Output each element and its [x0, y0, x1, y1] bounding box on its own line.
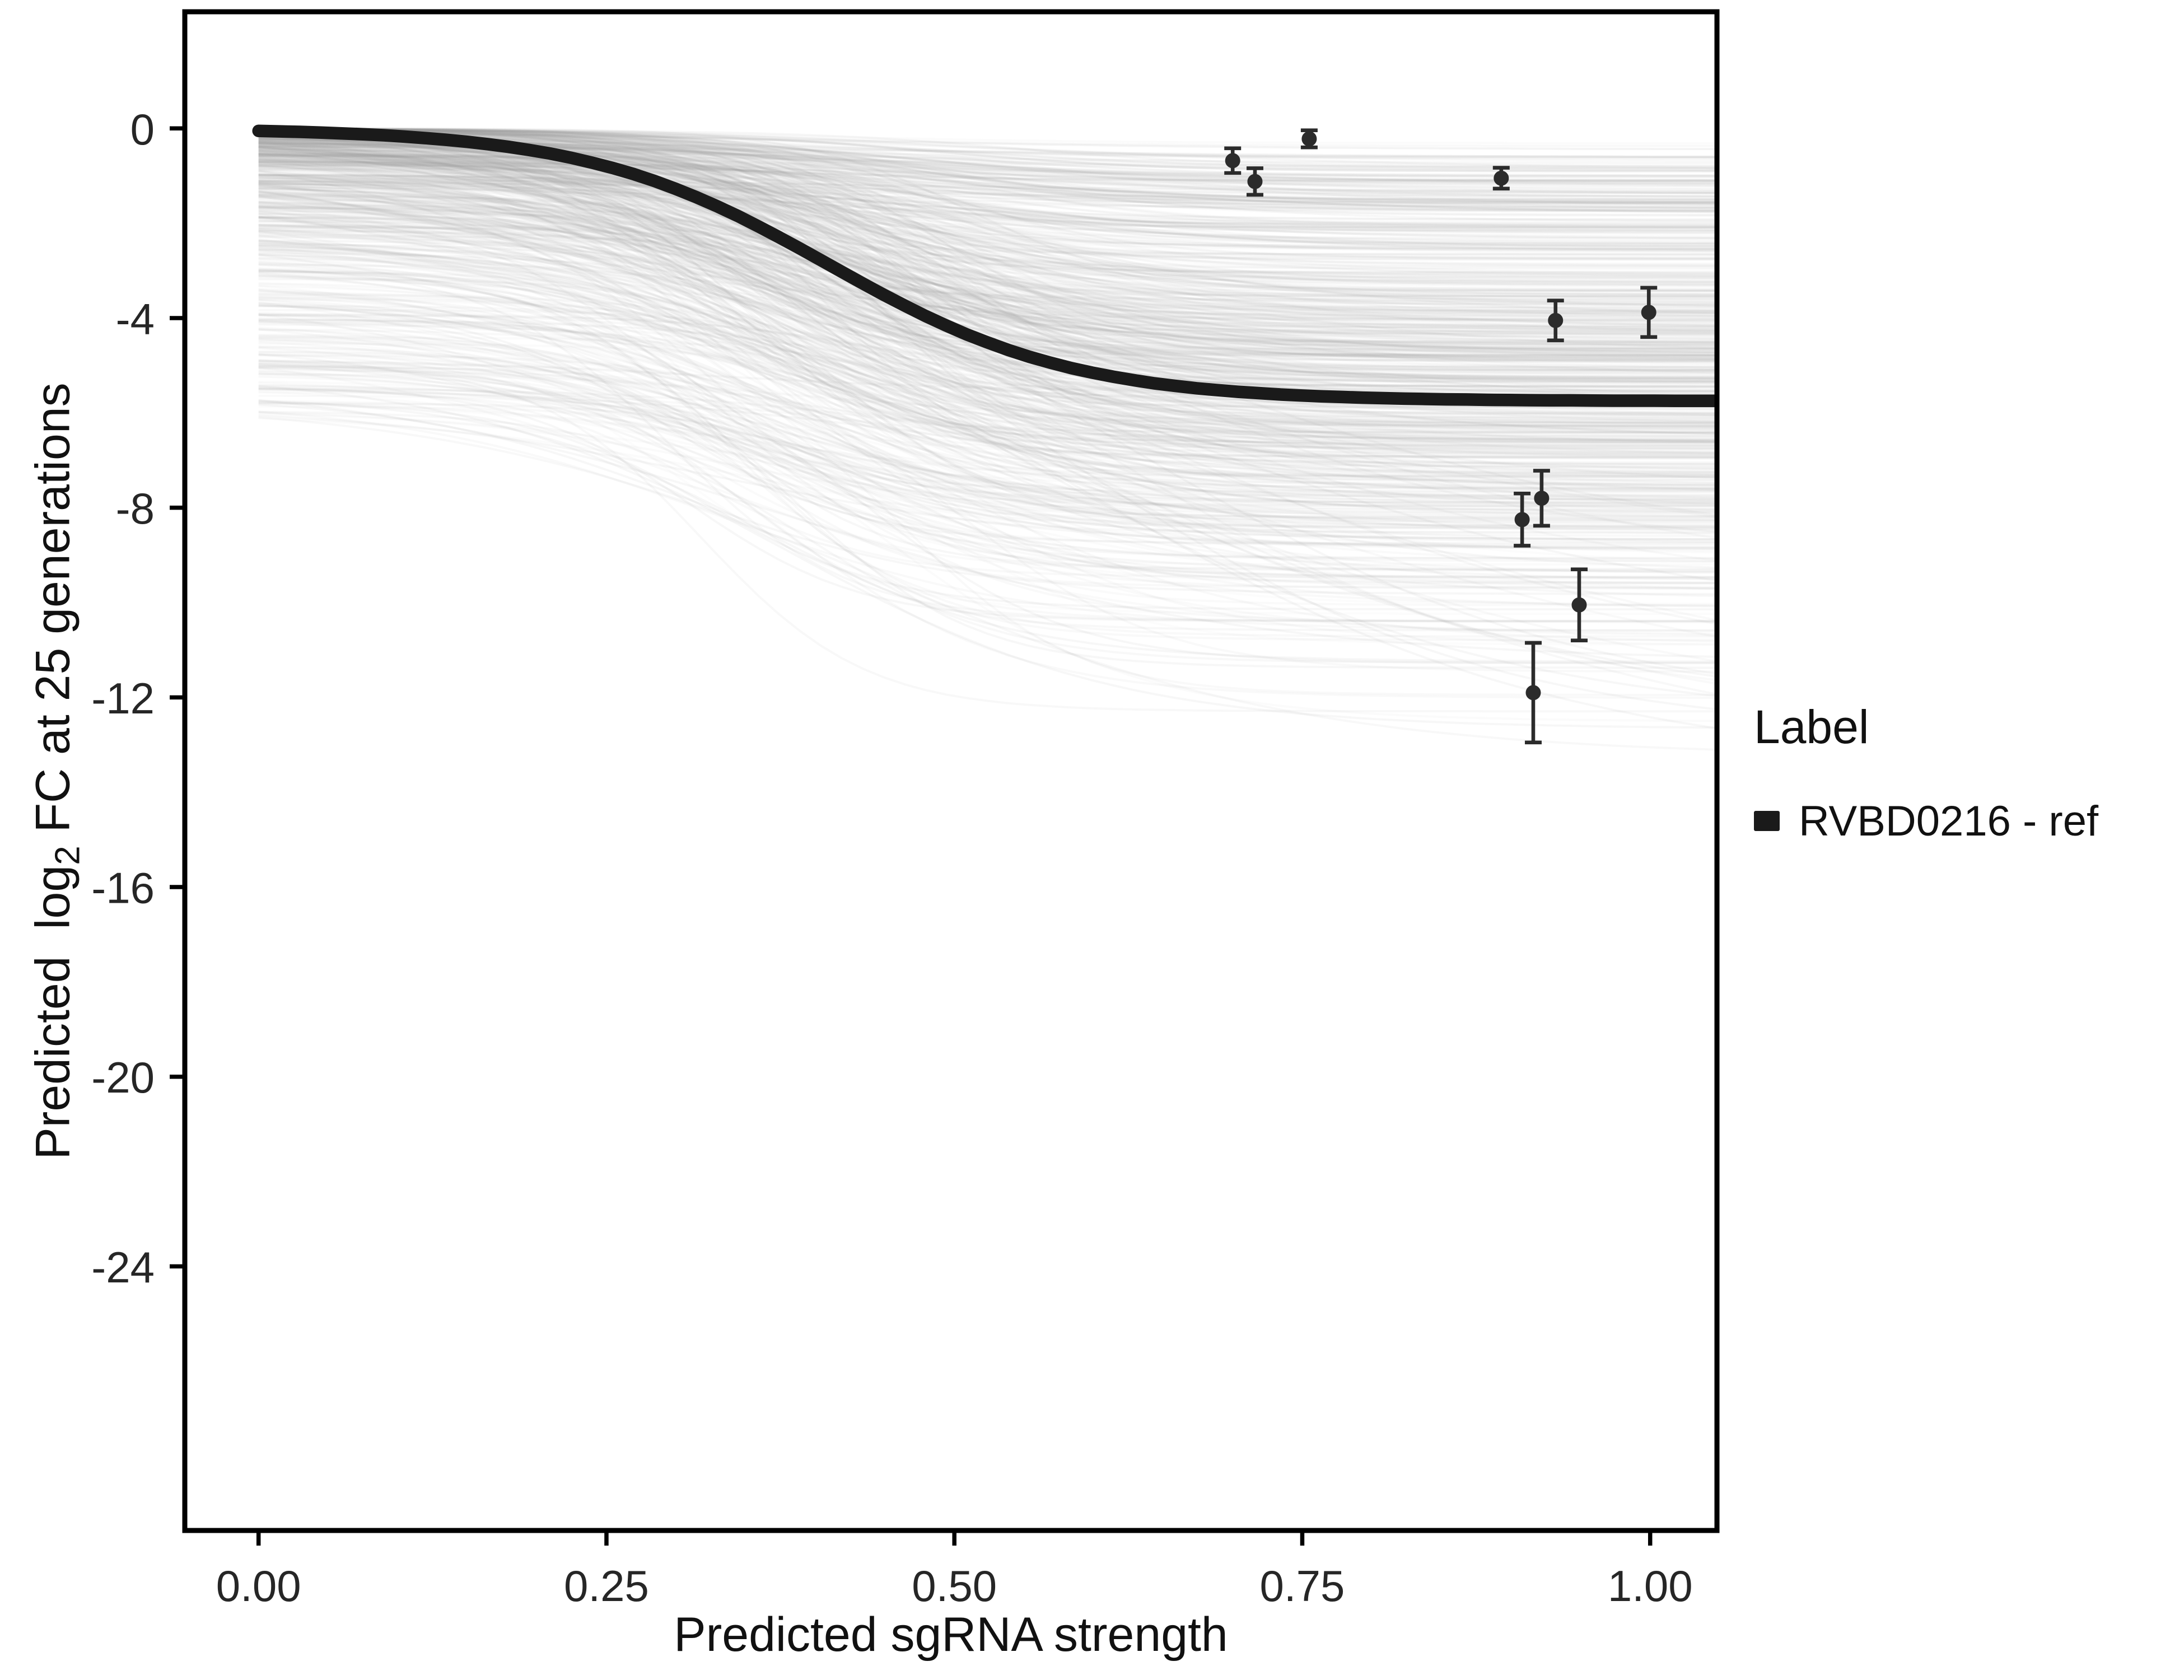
legend-key-swatch — [1754, 811, 1780, 832]
x-tick-label: 0.75 — [1260, 1561, 1345, 1611]
y-tick-label: -20 — [91, 1053, 155, 1102]
x-tick-label: 1.00 — [1608, 1561, 1693, 1611]
data-point — [1514, 512, 1530, 528]
y-tick-label: 0 — [130, 105, 155, 154]
axis-ticks — [170, 126, 1653, 1546]
data-point — [1494, 170, 1509, 186]
data-points — [1224, 128, 1658, 745]
data-point — [1225, 153, 1240, 169]
y-axis-title-suffix: FC at 25 generations — [26, 382, 80, 846]
x-axis-title: Predicted sgRNA strength — [674, 1608, 1228, 1662]
legend-entry-label: RVBD0216 - ref — [1799, 797, 2099, 845]
data-point — [1247, 174, 1263, 189]
x-tick-label: 0.25 — [564, 1561, 649, 1611]
y-axis-title-prefix: Predicted log — [26, 865, 80, 1160]
data-point — [1534, 491, 1550, 506]
y-axis-title-subscript: 2 — [48, 846, 87, 865]
legend-entry: RVBD0216 - ref — [1754, 797, 2099, 845]
legend-title: Label — [1754, 701, 1869, 753]
panel-border — [182, 9, 1720, 1533]
ensemble-curves — [258, 127, 1717, 751]
reference-curve — [252, 124, 1717, 408]
y-tick-label: -24 — [91, 1243, 155, 1292]
data-point — [1301, 131, 1317, 147]
tick-labels: 0.00 0.25 0.50 0.75 1.00 0 -4 -8 -12 -16 -20 -24 — [91, 105, 1692, 1611]
x-tick-label: 0.00 — [216, 1561, 301, 1611]
y-tick-label: -8 — [116, 484, 155, 533]
x-tick-label: 0.50 — [912, 1561, 997, 1611]
y-tick-label: -12 — [91, 674, 155, 723]
y-tick-label: -16 — [91, 864, 155, 913]
data-point — [1548, 312, 1564, 328]
data-point — [1525, 685, 1541, 701]
legend: Label RVBD0216 - ref — [1754, 700, 2098, 844]
data-point — [1571, 597, 1587, 613]
y-axis-title: Predicted log2 FC at 25 generations — [26, 382, 87, 1160]
data-point — [1641, 305, 1656, 320]
y-tick-label: -4 — [116, 294, 155, 343]
